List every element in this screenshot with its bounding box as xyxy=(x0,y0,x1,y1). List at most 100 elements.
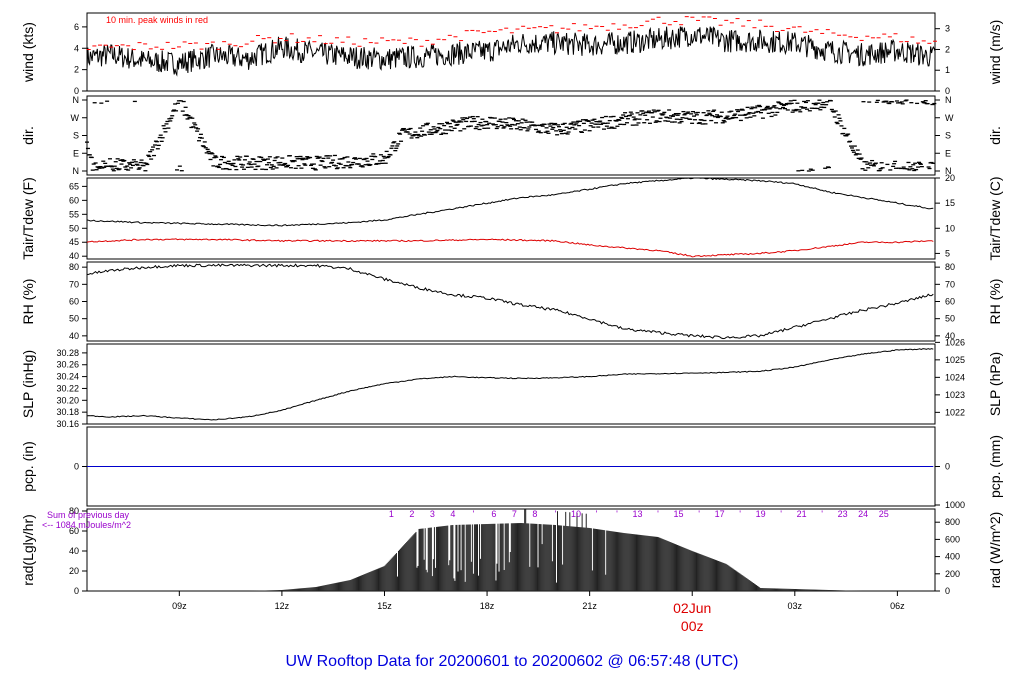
temp-ytick-label-left: 60 xyxy=(69,195,79,205)
temp-ytick-label-left: 40 xyxy=(69,251,79,261)
dir-ylabel-right: dir. xyxy=(987,126,1003,145)
wind-ytick-label-right: 0 xyxy=(945,86,950,96)
dir-ytick-label-left: N xyxy=(73,95,80,105)
temp-ytick-label-left: 50 xyxy=(69,223,79,233)
temp-series-0 xyxy=(86,177,934,227)
pcp-ytick-label-right: 0 xyxy=(945,462,950,472)
rh-ytick-label-right: 60 xyxy=(945,297,955,307)
wind-ytick-label-left: 2 xyxy=(74,65,79,75)
rad-ytick-label-left: 60 xyxy=(69,526,79,536)
slp-ylabel-left: SLP (inHg) xyxy=(20,350,36,418)
panel-pcp: pcp. (in) pcp. (mm) 0 0 xyxy=(20,426,1003,507)
rad-ytick-label-left: 20 xyxy=(69,566,79,576)
slp-ytick-label-left: 30.24 xyxy=(56,372,79,382)
temp-frame xyxy=(86,177,936,260)
slp-ytick-label-right: 1022 xyxy=(945,407,965,417)
slp-ylabel-right: SLP (hPa) xyxy=(987,352,1003,416)
rad-hour-tick: ' xyxy=(780,509,782,519)
wind-ytick-label-left: 0 xyxy=(74,86,79,96)
temp-series-1 xyxy=(86,238,934,258)
slp-ytick-label-right: 1023 xyxy=(945,390,965,400)
slp-series-0 xyxy=(86,348,934,421)
x-tick-label: 15z xyxy=(377,601,392,611)
rad-hour-tick: ' xyxy=(473,509,475,519)
rh-ylabel-right: RH (%) xyxy=(987,279,1003,325)
x-tick-label: 12z xyxy=(275,601,290,611)
rad-hour-label: 25 xyxy=(879,509,889,519)
panel-wind: wind (kts) wind (m/s) 0 2 4 6 0 1 2 3 10 min. peak… xyxy=(20,12,1003,96)
x-axis: 09z 12z 15z 18z 21z 03z 06z 02Jun 00z xyxy=(172,591,905,634)
rad-annotation: <-- 1084 mJoules/m^2 xyxy=(42,520,131,530)
day-marker-date: 02Jun xyxy=(673,600,711,616)
rh-ytick-label-left: 70 xyxy=(69,279,79,289)
rad-hour-tick: ' xyxy=(657,509,659,519)
slp-ytick-label-right: 1025 xyxy=(945,355,965,365)
temp-ytick-label-right: 15 xyxy=(945,198,955,208)
dir-ylabel-left: dir. xyxy=(20,126,36,145)
panel-slp: SLP (inHg) SLP (hPa)30.1630.1830.2030.223… xyxy=(20,337,1003,429)
wind-frame xyxy=(86,12,936,92)
rad-hour-tick: ' xyxy=(616,509,618,519)
rad-hour-label: 10 xyxy=(571,509,581,519)
panel-rh: RH (%) RH (%) 40 50 60 70 80 40 50 60 70 80 xyxy=(20,261,1003,342)
slp-ytick-label-right: 1026 xyxy=(945,337,965,347)
rad-ytick-label-left: 40 xyxy=(69,546,79,556)
rad-ytick-label-left: 0 xyxy=(74,586,79,596)
rh-ytick-label-right: 50 xyxy=(945,314,955,324)
dir-ytick-label-left: S xyxy=(73,131,79,141)
rad-ytick-label-right: 1000 xyxy=(945,500,965,510)
wind-ytick-label-right: 3 xyxy=(945,24,950,34)
slp-ytick-label-left: 30.18 xyxy=(56,407,79,417)
wind-series-0 xyxy=(86,26,936,77)
rad-hour-label: 2 xyxy=(409,509,414,519)
rh-ytick-label-right: 40 xyxy=(945,331,955,341)
wind-ytick-label-left: 6 xyxy=(74,22,79,32)
rh-ytick-label-left: 50 xyxy=(69,314,79,324)
dir-ytick-label-right: S xyxy=(945,131,951,141)
slp-frame xyxy=(86,343,936,425)
dir-frame xyxy=(86,95,936,176)
x-tick-label: 06z xyxy=(890,601,905,611)
x-tick-label: 03z xyxy=(788,601,803,611)
wind-ylabel-right: wind (m/s) xyxy=(987,20,1003,86)
dir-ytick-label-right: E xyxy=(945,148,951,158)
rh-ytick-label-right: 80 xyxy=(945,262,955,272)
dir-ytick-label-right: W xyxy=(945,113,954,123)
rad-ytick-label-right: 400 xyxy=(945,552,960,562)
rad-hour-label: 17 xyxy=(715,509,725,519)
wind-ylabel-left: wind (kts) xyxy=(20,22,36,83)
rad-hour-label: 13 xyxy=(633,509,643,519)
rad-hour-label: 19 xyxy=(756,509,766,519)
temp-ylabel-right: Tair/Tdew (C) xyxy=(987,176,1003,260)
temp-ylabel-left: Tair/Tdew (F) xyxy=(20,177,36,259)
rad-hour-label: 6 xyxy=(491,509,496,519)
dir-ytick-label-right: N xyxy=(945,166,952,176)
slp-ytick-label-left: 30.28 xyxy=(56,348,79,358)
x-tick-label: 21z xyxy=(582,601,597,611)
temp-ytick-label-left: 55 xyxy=(69,209,79,219)
slp-ytick-label-left: 30.22 xyxy=(56,383,79,393)
rad-hour-label: 3 xyxy=(430,509,435,519)
rh-ylabel-left: RH (%) xyxy=(20,279,36,325)
rad-ylabel-right: rad (W/m^2) xyxy=(987,512,1003,589)
temp-ytick-label-right: 10 xyxy=(945,223,955,233)
rad-hour-tick: ' xyxy=(821,509,823,519)
rad-annotation: Sum of previous day xyxy=(47,510,130,520)
wind-ytick-label-right: 1 xyxy=(945,65,950,75)
x-tick-label: 18z xyxy=(480,601,495,611)
rad-hour-label: 21 xyxy=(797,509,807,519)
pcp-ylabel-right: pcp. (mm) xyxy=(987,435,1003,498)
rad-ytick-label-left: 80 xyxy=(69,506,79,516)
rad-ytick-label-right: 0 xyxy=(945,586,950,596)
slp-ytick-label-right: 1024 xyxy=(945,372,965,382)
rh-ytick-label-left: 60 xyxy=(69,297,79,307)
temp-ytick-label-right: 20 xyxy=(945,173,955,183)
dir-ytick-label-left: W xyxy=(71,113,80,123)
rad-hour-label: 15 xyxy=(674,509,684,519)
panel-temp: Tair/Tdew (F) Tair/Tdew (C) 40 45 50 55 60 65 5 1… xyxy=(20,173,1003,261)
chart-footer-title: UW Rooftop Data for 20200601 to 20200602… xyxy=(286,653,739,670)
rad-hour-tick: ' xyxy=(698,509,700,519)
rad-hour-label: 1 xyxy=(389,509,394,519)
rad-hour-tick: ' xyxy=(596,509,598,519)
